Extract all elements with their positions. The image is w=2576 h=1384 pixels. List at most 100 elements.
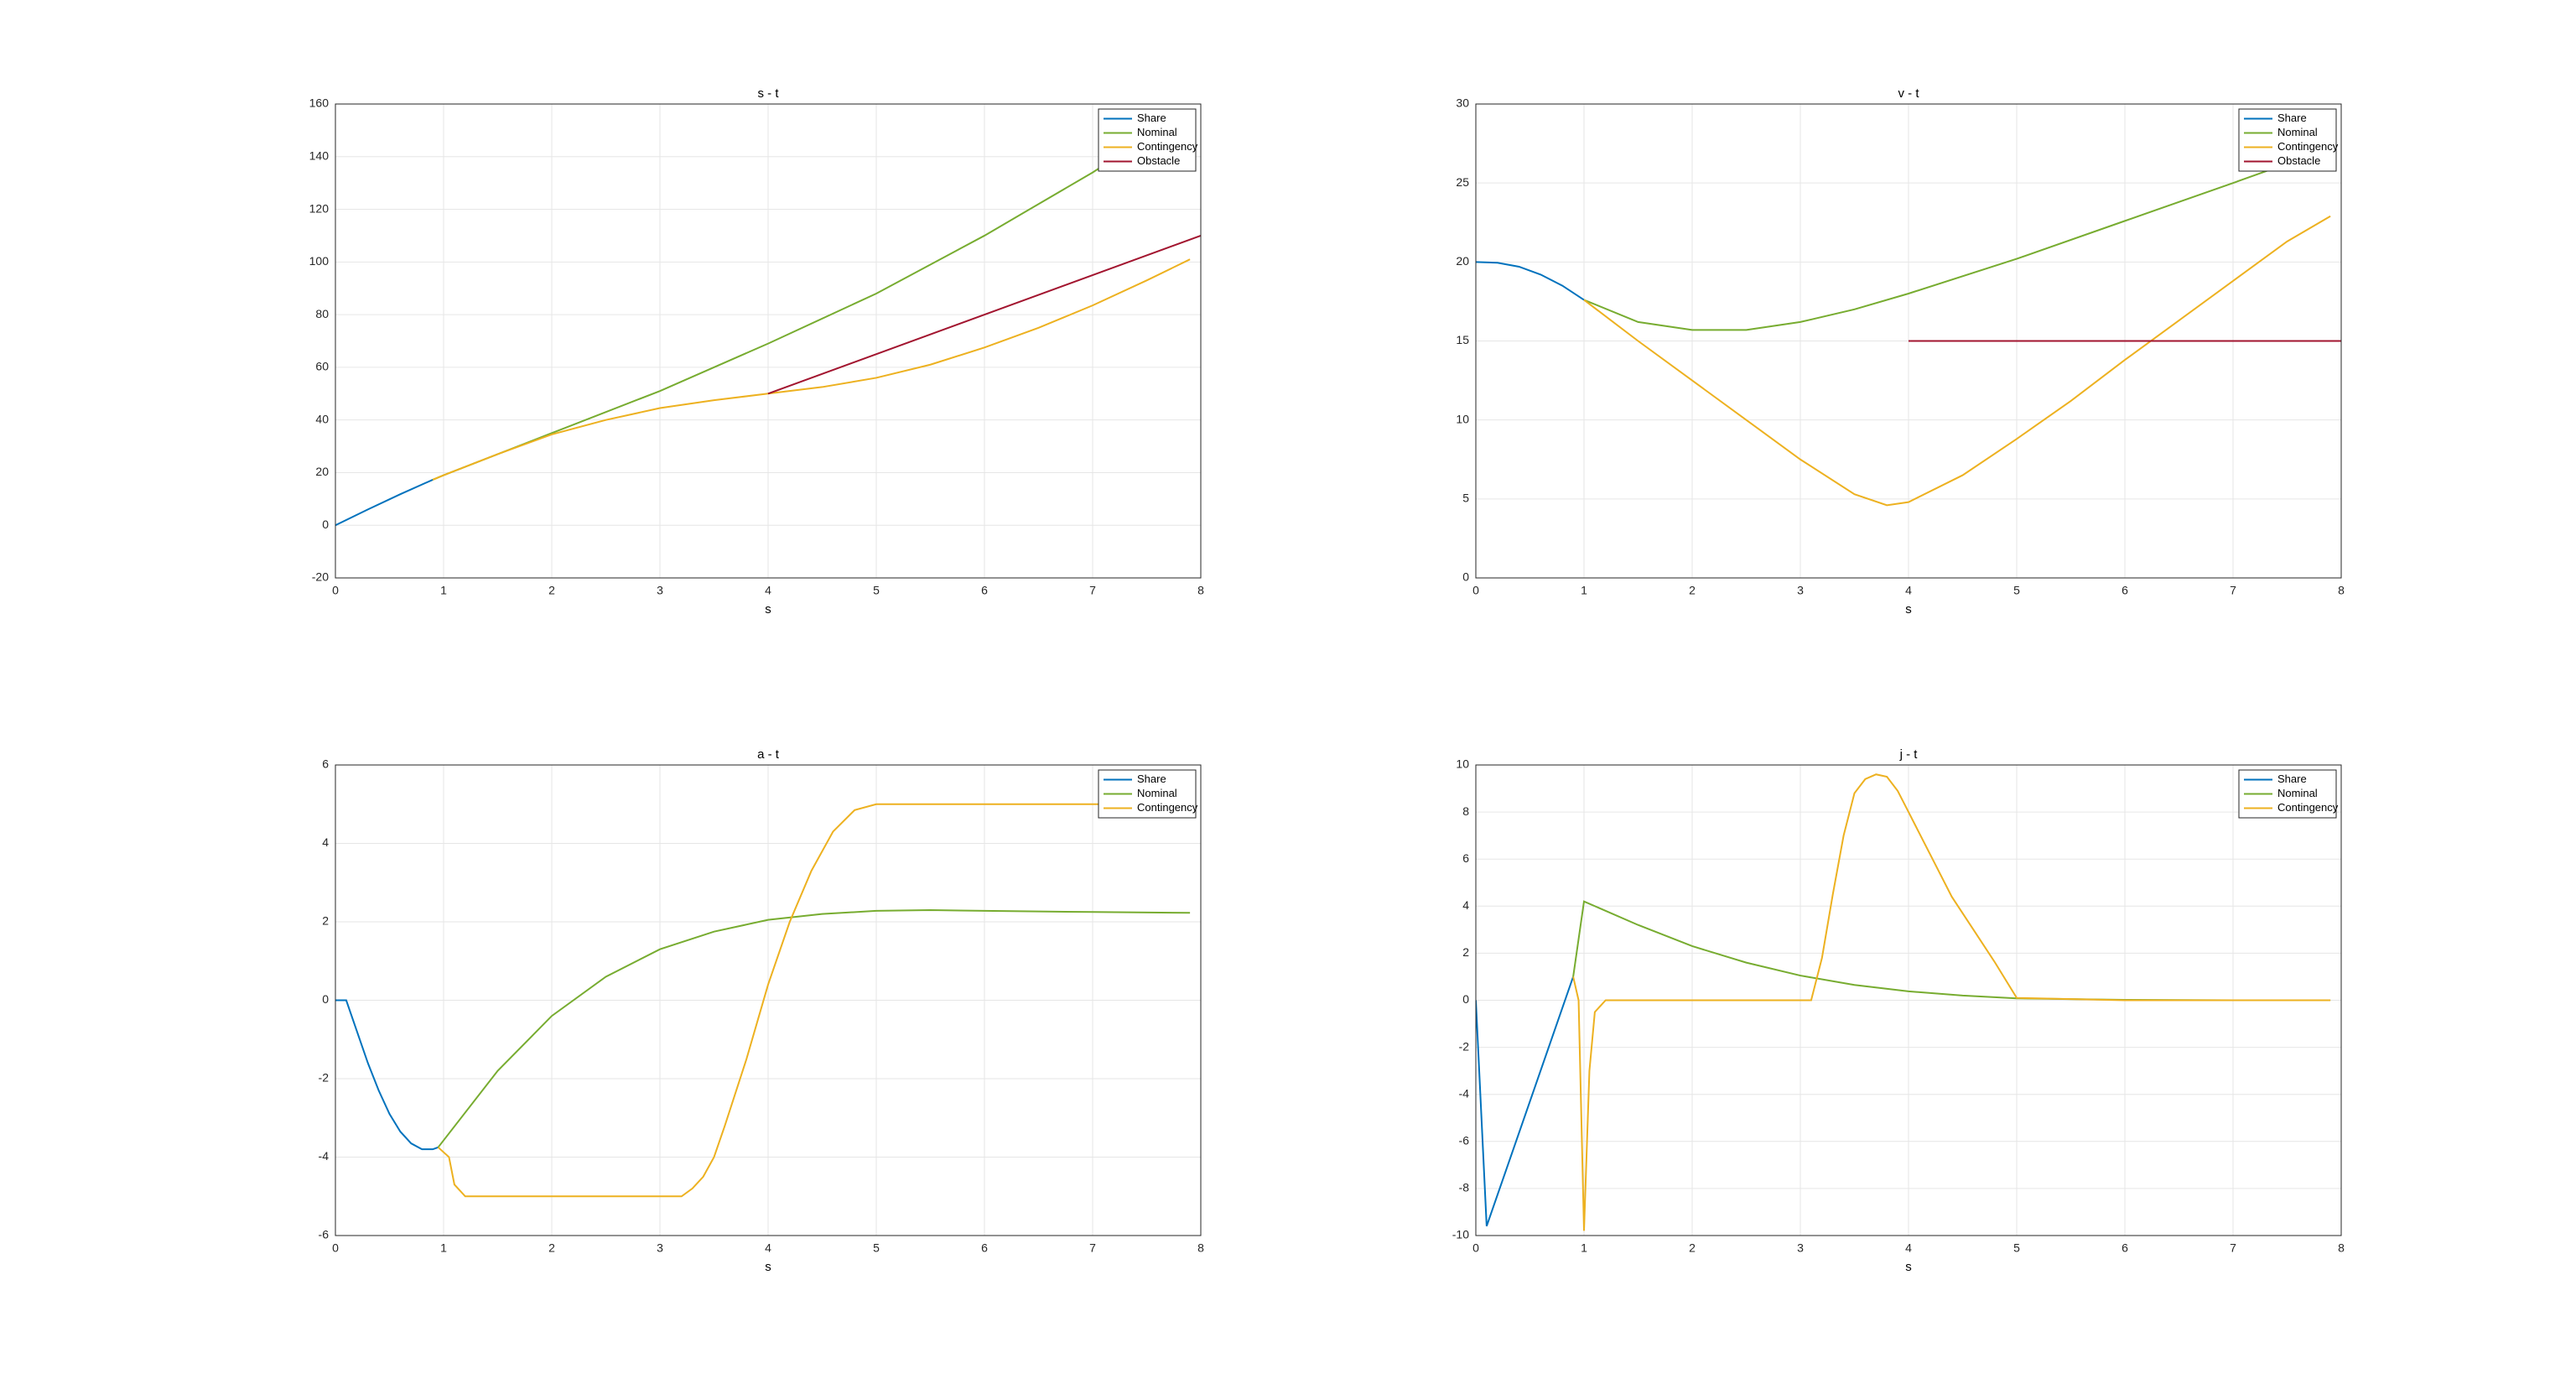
x-tick-label: 8 (1197, 1241, 1204, 1255)
x-tick-label: 2 (1689, 1241, 1696, 1255)
x-tick-label: 2 (1689, 584, 1696, 597)
x-tick-label: 8 (2338, 1241, 2345, 1255)
x-tick-label: 7 (2230, 584, 2236, 597)
series-group (1476, 773, 2331, 1231)
y-tick-label: 2 (322, 914, 329, 928)
legend-label: Share (1137, 112, 1166, 124)
x-axis-label: s (765, 1260, 771, 1274)
y-tick-label: -8 (1459, 1181, 1470, 1194)
y-tick-label: -4 (1459, 1086, 1470, 1100)
chart-title: s - t (758, 86, 780, 101)
subplot: 0 1 2 3 4 5 6 7 8 -6 -4 -2 0 2 4 6 a - t s Share Nominal Con… (319, 747, 1205, 1274)
chart-title: v - t (1898, 86, 1920, 101)
axes-box (1475, 764, 2342, 1236)
x-axis-label: s (1905, 602, 1912, 617)
y-tick-label: 4 (322, 835, 329, 849)
x-tick-label: 5 (2013, 1241, 2020, 1255)
y-tick-label: -6 (319, 1228, 330, 1241)
x-tick-label: 3 (1797, 1241, 1804, 1255)
y-tick-label: 10 (1456, 412, 1469, 425)
x-tick-label: 3 (657, 584, 663, 597)
y-tick-label: 100 (309, 254, 330, 268)
x-tick-label: 5 (873, 1241, 880, 1255)
legend-label: Share (2277, 112, 2307, 124)
x-axis-label: s (1905, 1260, 1912, 1274)
legend-label: Contingency (1137, 140, 1198, 153)
x-tick-label: 1 (1581, 584, 1587, 597)
chart-title: j - t (1899, 747, 1919, 762)
y-tick-label: 140 (309, 148, 330, 162)
x-tick-label: 8 (1197, 584, 1204, 597)
x-tick-label: 5 (873, 584, 880, 597)
series-line (335, 999, 439, 1151)
axes-box (335, 764, 1202, 1236)
legend-label: Nominal (2277, 126, 2318, 138)
y-tick-label: 20 (1456, 254, 1469, 268)
series-line (1583, 215, 2331, 507)
series-group (335, 108, 1201, 527)
x-tick-label: 7 (1089, 584, 1096, 597)
x-tick-label: 4 (1905, 1241, 1912, 1255)
legend-label: Obstacle (2277, 154, 2320, 167)
x-tick-label: 4 (765, 584, 771, 597)
x-tick-label: 8 (2338, 584, 2345, 597)
axes-box (1475, 103, 2342, 579)
legend-label: Nominal (1137, 126, 1177, 138)
legend-label: Share (2277, 773, 2307, 785)
series-line (432, 258, 1191, 481)
series-line (437, 908, 1191, 1148)
y-tick-label: 30 (1456, 96, 1469, 110)
x-tick-label: 6 (2122, 1241, 2128, 1255)
x-tick-label: 2 (548, 1241, 555, 1255)
legend-label: Contingency (1137, 801, 1198, 814)
y-tick-label: 0 (322, 518, 329, 531)
y-tick-label: 15 (1456, 333, 1469, 346)
y-tick-label: 160 (309, 96, 330, 110)
series-line (1583, 147, 2331, 331)
y-tick-label: -4 (319, 1149, 330, 1163)
legend-label: Nominal (1137, 787, 1177, 799)
x-tick-label: 4 (1905, 584, 1912, 597)
x-tick-label: 1 (440, 1241, 447, 1255)
x-tick-label: 0 (332, 584, 339, 597)
x-tick-label: 1 (440, 584, 447, 597)
legend-label: Obstacle (1137, 154, 1180, 167)
subplot: 0 1 2 3 4 5 6 7 8 0 5 10 15 20 25 30 v - t s Share Nominal C… (1456, 86, 2345, 617)
x-tick-label: 6 (2122, 584, 2128, 597)
series-line (437, 803, 1191, 1198)
y-tick-label: -10 (1452, 1228, 1469, 1241)
x-tick-label: 3 (657, 1241, 663, 1255)
x-tick-label: 5 (2013, 584, 2020, 597)
y-tick-label: 6 (1462, 851, 1469, 865)
y-tick-label: -20 (312, 570, 329, 584)
x-tick-label: 0 (332, 1241, 339, 1255)
chart-title: a - t (757, 747, 780, 762)
y-tick-label: 6 (322, 757, 329, 771)
x-tick-label: 4 (765, 1241, 771, 1255)
y-tick-label: -6 (1459, 1134, 1470, 1147)
y-tick-label: 20 (315, 465, 329, 478)
series-line (767, 235, 1201, 395)
y-tick-label: 0 (322, 992, 329, 1006)
y-tick-label: 80 (315, 307, 329, 320)
y-tick-label: 0 (1462, 570, 1469, 584)
series-line (1476, 976, 1575, 1227)
x-tick-label: 6 (981, 1241, 988, 1255)
y-tick-label: 0 (1462, 992, 1469, 1006)
y-tick-label: -2 (319, 1071, 330, 1085)
x-tick-label: 0 (1472, 1241, 1479, 1255)
x-tick-label: 2 (548, 584, 555, 597)
x-tick-label: 7 (2230, 1241, 2236, 1255)
x-tick-label: 1 (1581, 1241, 1587, 1255)
y-tick-label: 8 (1462, 804, 1469, 818)
axes-box (335, 103, 1202, 579)
series-group (335, 803, 1191, 1198)
x-tick-label: 0 (1472, 584, 1479, 597)
legend-label: Contingency (2277, 140, 2339, 153)
series-group (1476, 147, 2341, 507)
legend-label: Nominal (2277, 787, 2318, 799)
subplot: 0 1 2 3 4 5 6 7 8 -10 -8 -6 -4 -2 0 2 4 6 8 10 j - t s Share No… (1452, 747, 2345, 1274)
y-tick-label: 5 (1462, 492, 1469, 505)
